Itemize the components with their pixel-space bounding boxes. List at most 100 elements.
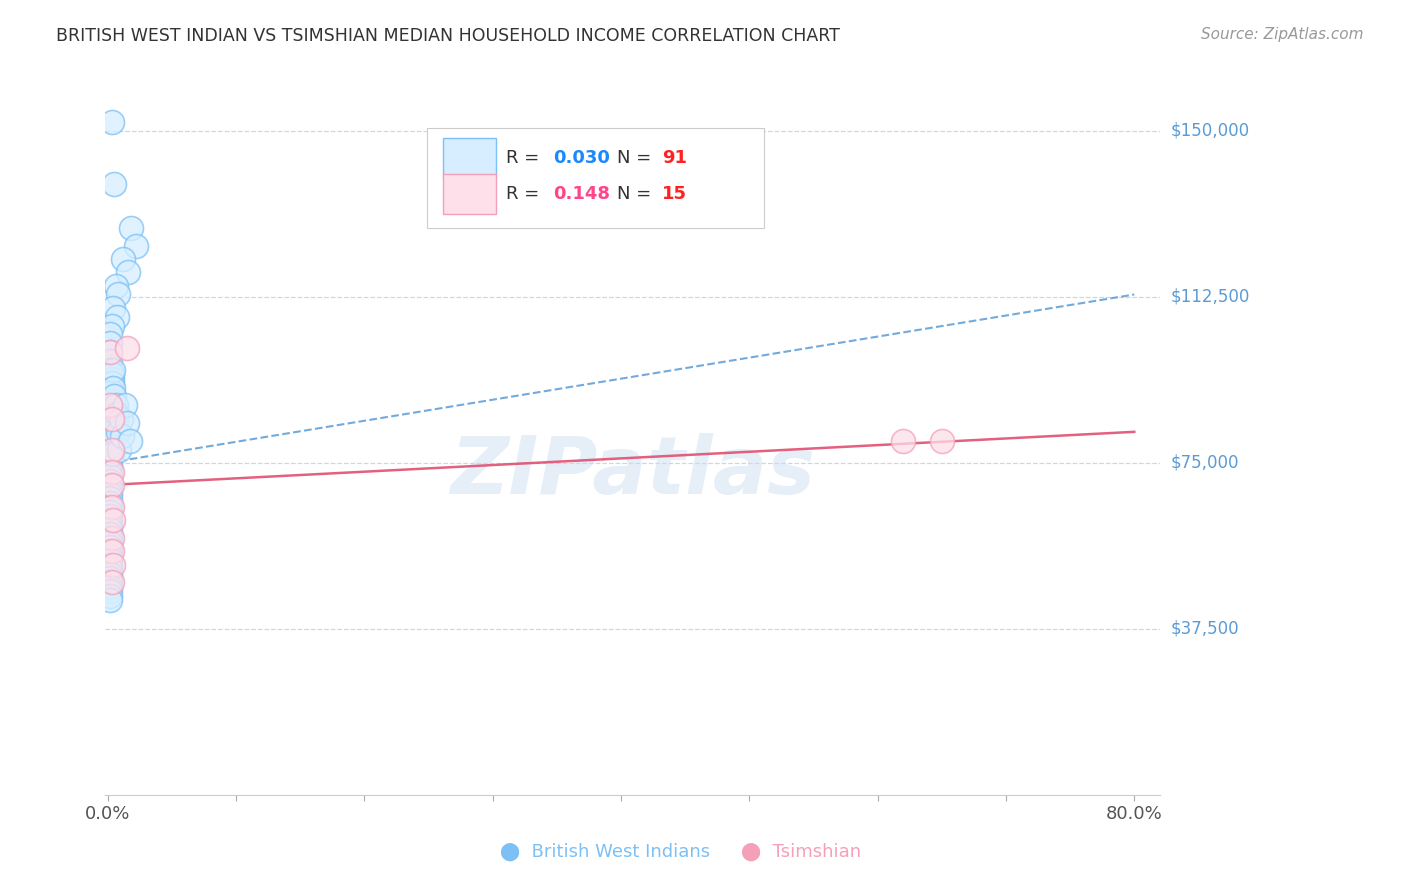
Point — [100, 354, 122, 368]
Point — [100, 398, 122, 412]
Point — [107, 287, 129, 301]
Point — [105, 407, 128, 421]
Point — [100, 483, 122, 497]
Point — [105, 310, 128, 324]
Point — [100, 411, 122, 425]
Point — [100, 114, 122, 128]
Point — [100, 434, 122, 448]
Point — [100, 522, 122, 536]
Point — [100, 425, 122, 439]
Text: 0.148: 0.148 — [554, 185, 610, 202]
Text: $37,500: $37,500 — [1171, 620, 1240, 638]
Point — [100, 487, 122, 501]
Point — [101, 416, 124, 430]
Text: BRITISH WEST INDIAN VS TSIMSHIAN MEDIAN HOUSEHOLD INCOME CORRELATION CHART: BRITISH WEST INDIAN VS TSIMSHIAN MEDIAN … — [56, 27, 841, 45]
Point — [100, 465, 122, 479]
Point — [103, 407, 125, 421]
Point — [100, 420, 122, 434]
Point — [100, 558, 122, 572]
FancyBboxPatch shape — [443, 138, 495, 178]
Text: $75,000: $75,000 — [1171, 454, 1240, 472]
Point — [100, 571, 122, 585]
Text: N =: N = — [617, 149, 657, 167]
Point — [112, 252, 135, 266]
Text: N =: N = — [617, 185, 657, 202]
Point — [100, 345, 122, 359]
Point — [100, 327, 122, 342]
Point — [100, 540, 122, 554]
Point — [100, 465, 122, 479]
Point — [100, 575, 122, 590]
Point — [101, 363, 124, 377]
Point — [100, 549, 122, 563]
Point — [931, 434, 953, 448]
Point — [101, 558, 124, 572]
Point — [117, 265, 139, 279]
Point — [100, 469, 122, 483]
Point — [100, 411, 122, 425]
Point — [101, 301, 124, 315]
Point — [100, 531, 122, 545]
Point — [100, 589, 122, 603]
Point — [100, 566, 122, 581]
Point — [110, 411, 132, 425]
Text: 15: 15 — [662, 185, 688, 202]
Point — [891, 434, 914, 448]
Point — [100, 456, 122, 470]
Point — [100, 531, 122, 545]
Point — [100, 398, 122, 412]
Point — [100, 380, 122, 394]
Point — [100, 368, 122, 382]
Point — [104, 398, 127, 412]
Point — [111, 429, 134, 443]
Point — [100, 544, 122, 558]
Point — [100, 438, 122, 452]
Point — [100, 517, 122, 532]
Point — [100, 474, 122, 488]
Point — [104, 416, 127, 430]
Point — [100, 478, 122, 492]
Point — [100, 447, 122, 461]
Point — [100, 336, 122, 351]
Text: $150,000: $150,000 — [1171, 121, 1250, 139]
Point — [100, 389, 122, 403]
Point — [100, 491, 122, 506]
Point — [100, 372, 122, 386]
Point — [100, 451, 122, 466]
Point — [100, 402, 122, 417]
Point — [100, 402, 122, 417]
Point — [100, 562, 122, 576]
Point — [100, 460, 122, 475]
Point — [120, 221, 142, 235]
Point — [115, 416, 138, 430]
Text: R =: R = — [506, 185, 546, 202]
Point — [100, 416, 122, 430]
Point — [118, 434, 141, 448]
Point — [100, 384, 122, 399]
Point — [100, 580, 122, 594]
Point — [100, 438, 122, 452]
Point — [100, 526, 122, 541]
Point — [108, 442, 131, 457]
Point — [100, 407, 122, 421]
Point — [100, 429, 122, 443]
Text: $112,500: $112,500 — [1171, 288, 1250, 306]
Point — [100, 575, 122, 590]
Point — [100, 442, 122, 457]
Point — [100, 535, 122, 549]
Point — [100, 318, 122, 333]
Point — [100, 504, 122, 518]
Point — [125, 239, 148, 253]
Point — [100, 500, 122, 515]
Text: ⬤  Tsimshian: ⬤ Tsimshian — [741, 842, 862, 861]
Point — [100, 553, 122, 567]
Point — [100, 345, 122, 359]
Point — [115, 341, 138, 355]
Text: ZIPatlas: ZIPatlas — [450, 434, 815, 511]
Point — [104, 278, 127, 293]
Point — [100, 593, 122, 607]
Point — [100, 544, 122, 558]
Point — [100, 496, 122, 510]
Point — [100, 363, 122, 377]
Text: R =: R = — [506, 149, 546, 167]
